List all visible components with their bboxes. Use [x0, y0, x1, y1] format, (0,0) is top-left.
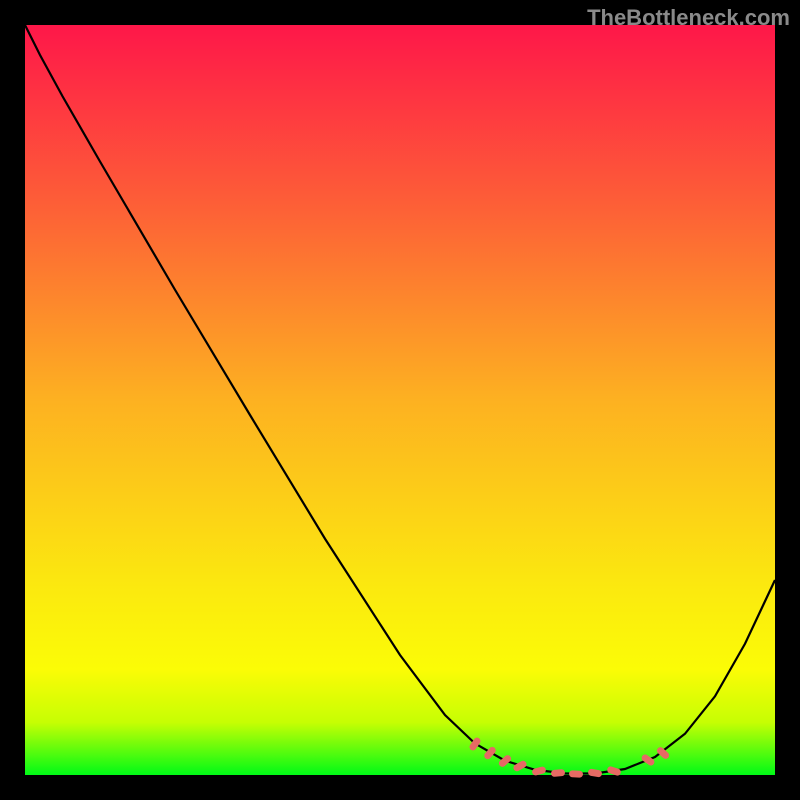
chart-plot-area	[25, 25, 775, 775]
data-marker	[550, 769, 565, 777]
data-marker	[569, 770, 583, 778]
data-marker	[606, 765, 621, 776]
data-marker	[497, 753, 512, 768]
data-marker	[512, 759, 528, 772]
data-marker	[587, 768, 602, 777]
data-marker	[483, 745, 497, 760]
watermark-text: TheBottleneck.com	[587, 5, 790, 31]
data-marker	[468, 736, 482, 751]
data-marker	[531, 765, 546, 775]
chart-markers-layer	[25, 25, 775, 775]
data-marker	[640, 753, 655, 767]
data-marker	[655, 745, 670, 760]
